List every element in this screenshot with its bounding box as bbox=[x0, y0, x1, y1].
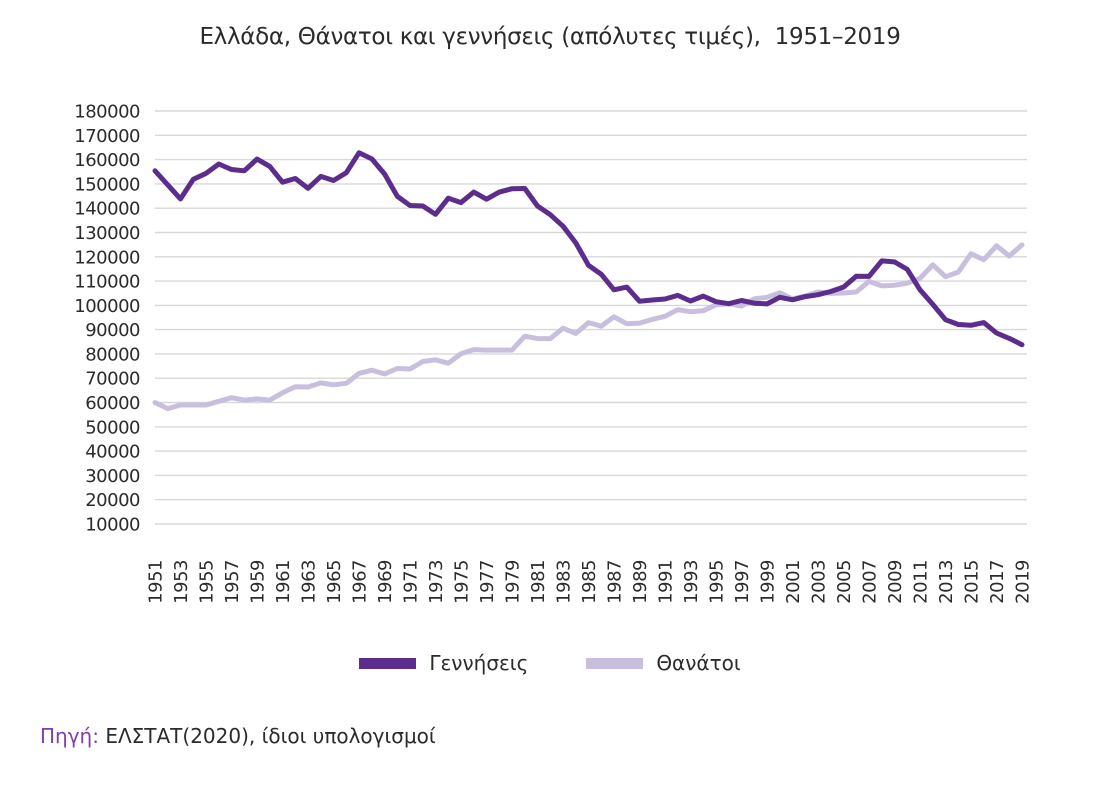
x-tick-label: 1971 bbox=[401, 560, 422, 604]
source-note: Πηγή: ΕΛΣΤΑΤ(2020), ίδιοι υπολογισμοί bbox=[40, 724, 436, 748]
x-tick-label: 1995 bbox=[707, 560, 728, 604]
x-tick-label: 2013 bbox=[936, 560, 957, 604]
y-tick-label: 10000 bbox=[85, 515, 140, 536]
x-tick-label: 1969 bbox=[375, 560, 396, 604]
x-tick-label: 1957 bbox=[222, 560, 243, 604]
y-tick-label: 30000 bbox=[85, 466, 140, 487]
y-tick-label: 110000 bbox=[74, 272, 140, 293]
x-tick-label: 1991 bbox=[656, 560, 677, 604]
source-label: Πηγή: bbox=[40, 724, 99, 748]
births-swatch-icon bbox=[359, 657, 417, 669]
chart-title: Ελλάδα, Θάνατοι και γεννήσεις (απόλυτες … bbox=[199, 24, 901, 50]
y-tick-label: 90000 bbox=[85, 320, 140, 341]
x-tick-label: 2003 bbox=[809, 560, 830, 604]
y-tick-label: 170000 bbox=[74, 126, 140, 147]
y-tick-label: 100000 bbox=[74, 296, 140, 317]
births-line bbox=[152, 150, 1025, 348]
y-tick-label: 40000 bbox=[85, 442, 140, 463]
x-tick-label: 2007 bbox=[860, 560, 881, 604]
x-tick-label: 1985 bbox=[579, 560, 600, 604]
x-tick-label: 1975 bbox=[452, 560, 473, 604]
x-tick-label: 2009 bbox=[885, 560, 906, 604]
x-tick-label: 1959 bbox=[248, 560, 269, 604]
x-tick-label: 2005 bbox=[834, 560, 855, 604]
x-tick-label: 1977 bbox=[477, 560, 498, 604]
deaths-line bbox=[152, 242, 1025, 412]
legend-item-births: Γεννήσεις bbox=[359, 651, 528, 675]
y-tick-label: 150000 bbox=[74, 174, 140, 195]
x-tick-label: 2011 bbox=[911, 560, 932, 604]
y-tick-label: 120000 bbox=[74, 247, 140, 268]
x-tick-label: 1955 bbox=[197, 560, 218, 604]
y-tick-label: 140000 bbox=[74, 199, 140, 220]
y-tick-label: 60000 bbox=[85, 393, 140, 414]
x-tick-label: 2001 bbox=[783, 560, 804, 604]
x-tick-label: 1983 bbox=[554, 560, 575, 604]
x-tick-label: 1993 bbox=[681, 560, 702, 604]
legend-item-deaths: Θανάτοι bbox=[586, 651, 741, 675]
y-tick-label: 180000 bbox=[74, 102, 140, 123]
legend-label-deaths: Θανάτοι bbox=[656, 651, 741, 675]
x-tick-label: 1961 bbox=[273, 560, 294, 604]
legend-label-births: Γεννήσεις bbox=[429, 651, 529, 675]
chart-legend: Γεννήσεις Θανάτοι bbox=[0, 651, 1100, 675]
x-tick-label: 1979 bbox=[503, 560, 524, 604]
chart-svg: 180000 170000 160000 150000 140000 130000 1200… bbox=[74, 102, 1034, 604]
x-tick-label: 1999 bbox=[758, 560, 779, 604]
x-tick-label: 1965 bbox=[324, 560, 345, 604]
y-tick-label: 130000 bbox=[74, 223, 140, 244]
source-text: ΕΛΣΤΑΤ(2020), ίδιοι υπολογισμοί bbox=[98, 724, 436, 748]
y-tick-label: 160000 bbox=[74, 150, 140, 171]
x-tick-label: 2017 bbox=[987, 560, 1008, 604]
x-tick-label: 1989 bbox=[630, 560, 651, 604]
y-tick-label: 80000 bbox=[85, 344, 140, 365]
x-tick-label: 1973 bbox=[426, 560, 447, 604]
y-tick-label: 70000 bbox=[85, 369, 140, 390]
x-tick-label: 1987 bbox=[605, 560, 626, 604]
y-tick-label: 50000 bbox=[85, 417, 140, 438]
x-tick-label: 1953 bbox=[171, 560, 192, 604]
x-tick-label: 2015 bbox=[962, 560, 983, 604]
x-tick-label: 1981 bbox=[528, 560, 549, 604]
x-tick-label: 2019 bbox=[1013, 560, 1034, 604]
y-tick-label: 20000 bbox=[85, 490, 140, 511]
deaths-swatch-icon bbox=[586, 657, 644, 669]
x-tick-label: 1951 bbox=[146, 560, 167, 604]
x-tick-label: 1963 bbox=[299, 560, 320, 604]
x-tick-label: 1997 bbox=[732, 560, 753, 604]
x-tick-label: 1967 bbox=[350, 560, 371, 604]
